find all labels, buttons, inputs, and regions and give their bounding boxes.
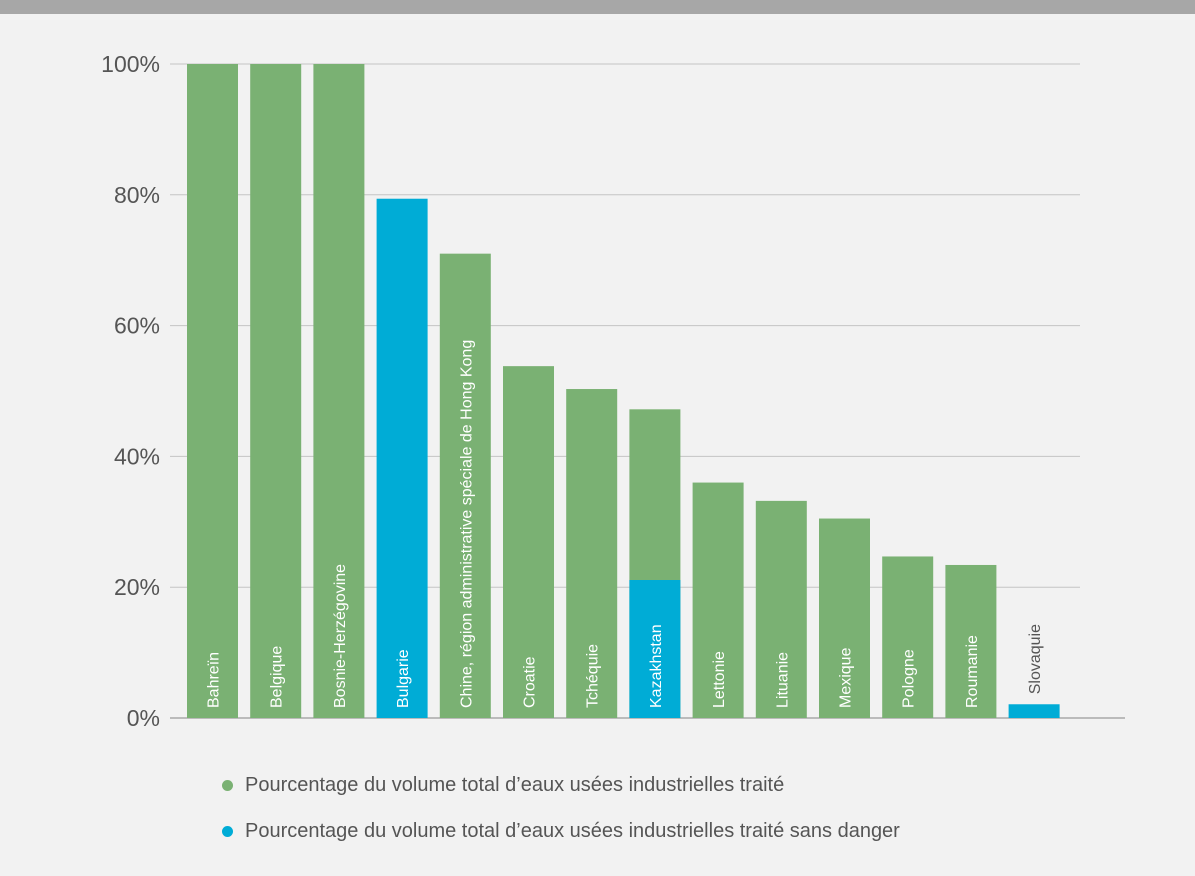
bar — [692, 482, 744, 718]
legend-dot-safely-treated — [222, 825, 233, 837]
category-label: Mexique — [838, 647, 855, 708]
bar — [755, 500, 807, 718]
category-label: Roumanie — [964, 635, 981, 708]
bar — [629, 580, 681, 718]
category-label: Tchéquie — [585, 644, 602, 708]
bar — [503, 366, 554, 718]
category-label: Lituanie — [774, 652, 791, 708]
legend: Pourcentage du volume total d’eaux usées… — [222, 770, 900, 862]
y-tick-label: 20% — [114, 574, 160, 600]
bar — [187, 64, 238, 718]
y-tick-label: 80% — [114, 182, 160, 208]
bar — [313, 64, 365, 718]
category-label: Kazakhstan — [648, 624, 665, 708]
category-label: Lettonie — [711, 651, 728, 708]
bar — [250, 64, 302, 718]
category-label: Slovaquie — [1027, 624, 1044, 694]
bar — [882, 556, 934, 718]
legend-dot-treated — [222, 779, 233, 791]
top-bar — [0, 0, 1195, 14]
category-label: Pologne — [901, 649, 918, 708]
category-label: Croatie — [522, 656, 539, 708]
y-tick-label: 100% — [101, 51, 160, 77]
category-label: Belgique — [269, 646, 286, 708]
category-label: Bulgarie — [395, 649, 412, 708]
legend-item-safely-treated: Pourcentage du volume total d’eaux usées… — [222, 816, 900, 846]
category-label: Chine, région administrative spéciale de… — [458, 340, 475, 708]
legend-label-treated: Pourcentage du volume total d’eaux usées… — [245, 773, 785, 796]
bar — [376, 198, 428, 718]
bar — [819, 518, 870, 718]
bar — [566, 389, 618, 718]
y-axis-ticks: 0% 20% 40% 60% 80% 100% — [101, 51, 160, 731]
category-labels: Bahreïn Belgique Bosnie-Herzégovine Bulgari… — [206, 340, 1045, 708]
bars — [187, 64, 1060, 718]
legend-label-safely-treated: Pourcentage du volume total d’eaux usées… — [245, 819, 900, 842]
y-tick-label: 0% — [127, 705, 160, 731]
bar-chart: 0% 20% 40% 60% 80% 100% Bahreïn Belgique Bosnie… — [101, 51, 1125, 731]
category-label: Bosnie-Herzégovine — [332, 564, 349, 708]
y-tick-label: 60% — [114, 313, 160, 339]
bar — [945, 564, 997, 718]
y-tick-label: 40% — [114, 443, 160, 469]
category-label: Bahreïn — [206, 652, 223, 708]
bar — [439, 253, 491, 718]
bar — [1008, 704, 1060, 718]
legend-item-treated: Pourcentage du volume total d’eaux usées… — [222, 770, 900, 800]
